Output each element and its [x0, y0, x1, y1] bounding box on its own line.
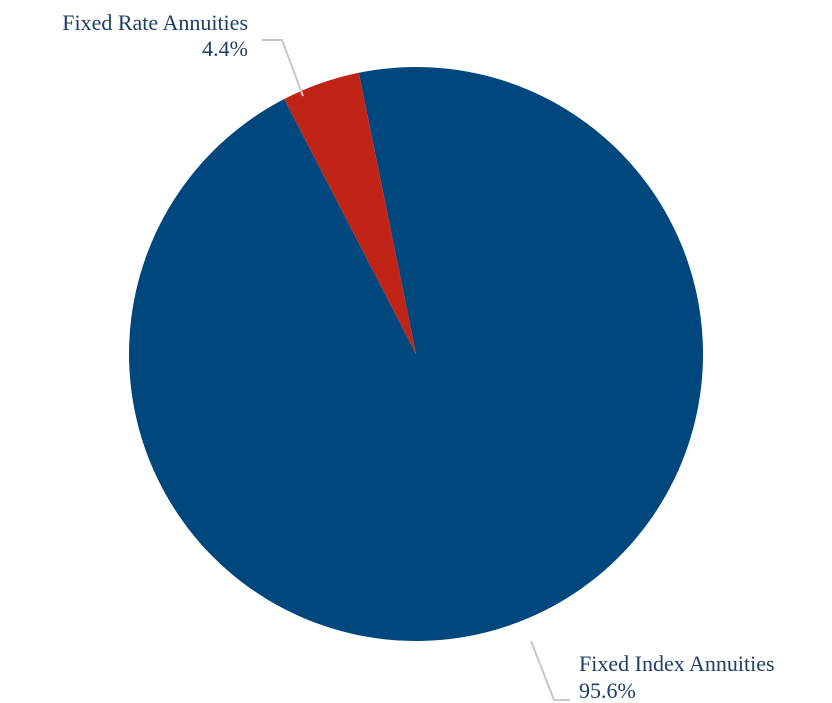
slice-labels: Fixed Index Annuities 95.6% Fixed Rate A…: [62, 10, 774, 703]
pie-slices: [129, 66, 704, 641]
slice-name-fixed-index: Fixed Index Annuities: [579, 651, 775, 676]
pie-slice-fixed-rate-annuities: [284, 72, 416, 354]
leader-lines: [262, 39, 570, 701]
leader-line-fixed-index: [530, 640, 570, 701]
pie-slice-fixed-index-annuities: [129, 66, 704, 641]
leader-line-fixed-rate: [262, 39, 304, 97]
slice-percent-fixed-index: 95.6%: [579, 678, 636, 703]
slice-name-fixed-rate: Fixed Rate Annuities: [62, 10, 248, 35]
slice-percent-fixed-rate: 4.4%: [202, 36, 248, 61]
